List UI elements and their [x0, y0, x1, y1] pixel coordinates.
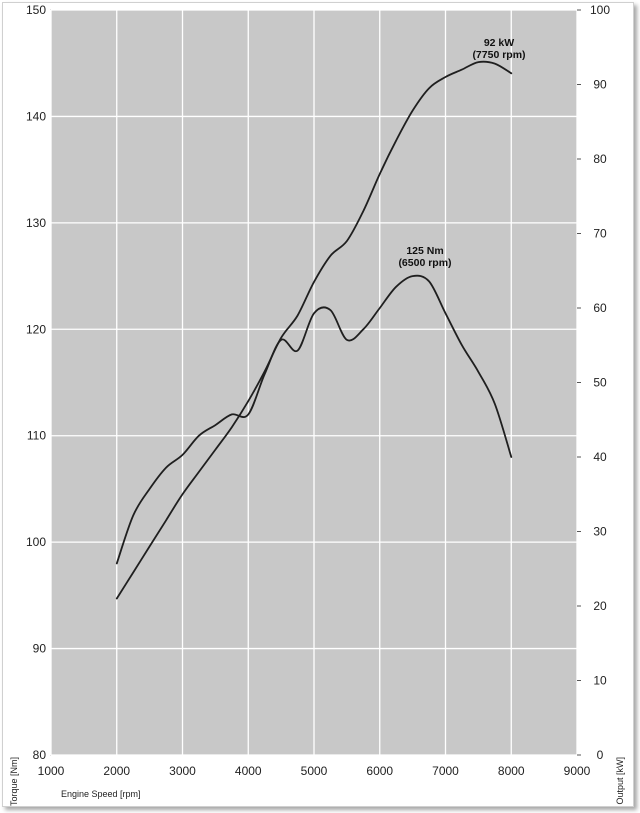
y-tick-label: 120: [26, 322, 46, 336]
y-tick-label: 90: [33, 642, 47, 656]
y2-tick-label: 30: [593, 525, 607, 539]
x-tick-label: 8000: [498, 764, 525, 778]
power-torque-chart: 1000 2000 3000 4000 5000 6000 7000 8000 9000 809…: [9, 3, 625, 806]
x-tick-label: 7000: [432, 764, 459, 778]
torque-curve: [115, 274, 513, 565]
y-axis-label: Torque [Nm]: [9, 757, 19, 806]
y-tick-label: 130: [26, 216, 46, 230]
x-tick-label: 5000: [301, 764, 328, 778]
x-tick-label: 9000: [564, 764, 591, 778]
y2-tick-label: 80: [593, 152, 607, 166]
y-tick-labels: 80 90 100 110 120 130 140 150: [26, 3, 46, 762]
y2-tick-label: 60: [593, 301, 607, 315]
y2-tick-label: 20: [593, 599, 607, 613]
y2-axis-label: Output [kW]: [615, 757, 625, 805]
x-tick-labels: 1000 2000 3000 4000 5000 6000 7000 8000 9000: [38, 764, 591, 778]
x-tick-label: 6000: [366, 764, 393, 778]
y-tick-label: 150: [26, 3, 46, 17]
y-tick-label: 110: [27, 429, 46, 443]
y2-tick-label: 0: [597, 748, 604, 762]
y2-tick-label: 10: [593, 674, 607, 688]
x-axis-label: Engine Speed [rpm]: [61, 789, 141, 799]
y-tick-label: 100: [26, 535, 46, 549]
annotations: 92 kW(7750 rpm) 125 Nm(6500 rpm): [398, 37, 525, 269]
y2-tick-label: 50: [593, 376, 607, 390]
annotation-label: (7750 rpm): [472, 49, 525, 61]
y-tick-label: 80: [33, 748, 47, 762]
series-lines: [115, 60, 513, 600]
annotation-label: 92 kW: [484, 37, 514, 49]
output-curve: [115, 60, 513, 600]
y2-tick-label: 90: [593, 78, 607, 92]
grid: [50, 9, 581, 756]
annotation-label: 125 Nm: [406, 245, 443, 257]
x-tick-label: 2000: [103, 764, 130, 778]
y2-tick-label: 70: [593, 227, 607, 241]
y2-tick-label: 100: [590, 3, 610, 17]
y-tick-label: 140: [26, 109, 46, 123]
x-tick-label: 1000: [38, 764, 65, 778]
annotation-label: (6500 rpm): [398, 257, 451, 269]
y2-tick-label: 40: [593, 450, 607, 464]
chart-frame: 1000 2000 3000 4000 5000 6000 7000 8000 9000 80 9…: [2, 2, 634, 807]
y2-tick-labels: 0 10 20 30 40 50 60 70 80 90 100: [590, 3, 610, 762]
x-tick-label: 3000: [169, 764, 196, 778]
x-tick-label: 4000: [235, 764, 262, 778]
